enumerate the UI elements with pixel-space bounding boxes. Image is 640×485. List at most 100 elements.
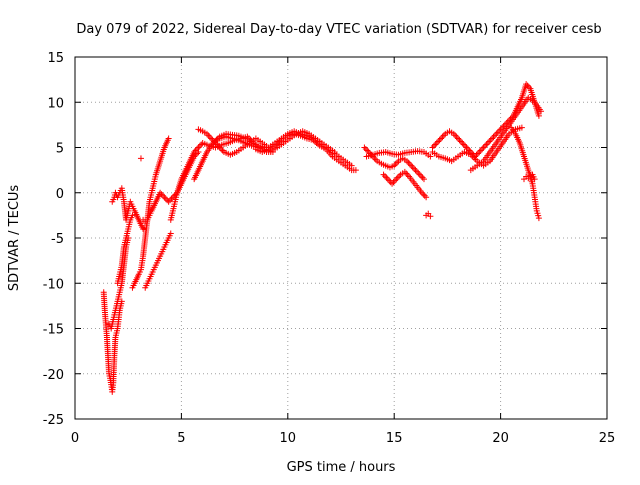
data-point (474, 150, 481, 157)
x-axis-label: GPS time / hours (287, 460, 396, 475)
data-point (198, 141, 205, 148)
data-point (415, 170, 422, 177)
data-point (137, 155, 144, 162)
x-tick-label: 0 (71, 431, 79, 446)
data-point (396, 173, 403, 180)
y-tick-label: -10 (43, 277, 64, 292)
data-point (361, 144, 368, 151)
data-point (206, 133, 213, 140)
data-point (456, 136, 463, 143)
data-series (142, 230, 174, 291)
axes: 0 5 10 15 20 25 -25 -20 -15 -10 -5 0 5 10 15 (43, 51, 616, 446)
data-point (484, 139, 491, 146)
data-point (331, 149, 338, 156)
data-series (109, 185, 147, 232)
x-tick-label: 15 (386, 431, 403, 446)
data-series (363, 148, 434, 160)
data-point (194, 146, 201, 153)
data-point (418, 173, 425, 180)
data-series (137, 155, 144, 162)
data-point (405, 159, 412, 166)
data-point (416, 171, 423, 178)
data-point (440, 132, 447, 139)
data-point (538, 108, 545, 115)
data-series (380, 168, 430, 201)
data-point (432, 141, 439, 148)
data-point (535, 112, 542, 119)
data-point (427, 153, 434, 160)
data-point (460, 141, 467, 148)
data-point (381, 173, 388, 180)
data-point (481, 142, 488, 149)
data-point (195, 144, 202, 151)
data-point (487, 136, 494, 143)
data-point (161, 194, 168, 201)
data-point (535, 215, 542, 222)
data-point (459, 139, 466, 146)
data-point (406, 161, 413, 168)
data-point (436, 136, 443, 143)
data-point (140, 225, 147, 232)
data-point (464, 146, 471, 153)
data-point (433, 139, 440, 146)
data-point (391, 177, 398, 184)
y-tick-label: -15 (43, 323, 64, 338)
data-point (408, 162, 415, 169)
data-series (100, 289, 125, 395)
data-point (411, 165, 418, 172)
data-point (384, 176, 391, 183)
data-point (486, 138, 493, 145)
data-point (215, 142, 222, 149)
data-point (364, 147, 371, 154)
data-point (362, 146, 369, 153)
data-series (423, 210, 434, 220)
y-tick-label: -20 (43, 368, 64, 383)
data-point (531, 176, 538, 183)
data-point (438, 135, 445, 142)
data-point (421, 192, 428, 199)
y-tick-label: 10 (47, 96, 64, 111)
data-point (275, 139, 282, 146)
data-point (165, 135, 172, 142)
data-point (423, 194, 430, 201)
data-point (413, 168, 420, 175)
data-series (508, 124, 542, 222)
data-point (403, 170, 410, 177)
chart-title: Day 079 of 2022, Sidereal Day-to-day VTE… (76, 22, 601, 37)
data-point (435, 138, 442, 145)
y-tick-label: -25 (43, 413, 64, 428)
data-point (491, 132, 498, 139)
data-series (429, 124, 525, 169)
data-point (167, 230, 174, 237)
data-point (380, 171, 387, 178)
y-tick-label: 5 (56, 142, 64, 157)
data-point (394, 159, 401, 166)
data-series (429, 81, 542, 160)
data-point (165, 198, 172, 205)
grid-lines (75, 57, 607, 419)
data-point (489, 135, 496, 142)
data-point (419, 174, 426, 181)
data-point (518, 124, 525, 131)
data-point (483, 141, 490, 148)
y-tick-label: -5 (51, 232, 64, 247)
data-point (430, 142, 437, 149)
data-point (490, 133, 497, 140)
data-point (412, 167, 419, 174)
data-point (453, 133, 460, 140)
data-point (205, 132, 212, 139)
data-point (162, 195, 169, 202)
data-point (479, 146, 486, 153)
data-point (352, 167, 359, 174)
x-tick-label: 25 (599, 431, 616, 446)
y-tick-label: 0 (56, 187, 64, 202)
data-point (494, 129, 501, 136)
data-point (129, 212, 136, 219)
data-point (427, 213, 434, 220)
data-point (452, 132, 459, 139)
data-point (383, 174, 390, 181)
x-tick-label: 5 (177, 431, 185, 446)
data-point (372, 156, 379, 163)
